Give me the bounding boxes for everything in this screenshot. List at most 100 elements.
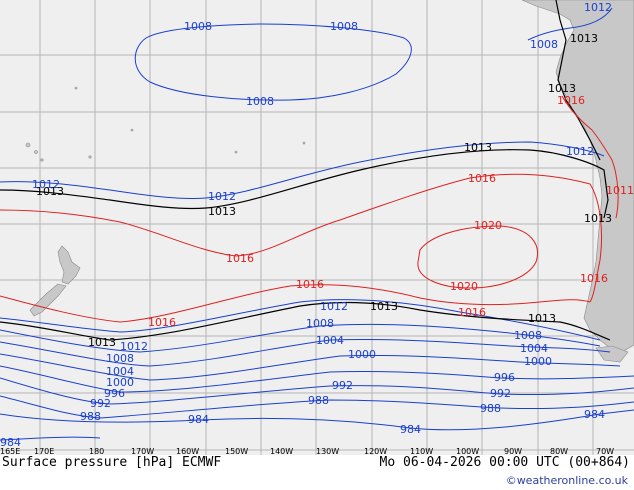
label-984: 984 [188, 413, 209, 426]
island [40, 158, 44, 162]
label-984: 984 [400, 423, 421, 436]
island [234, 150, 238, 154]
label-1000: 1000 [348, 348, 376, 361]
tick-label: 120W [364, 447, 387, 455]
label-1008: 1008 [246, 95, 274, 108]
label-992: 992 [490, 387, 511, 400]
label-1012: 1012 [320, 300, 348, 313]
isobar-1008-closed [134, 23, 412, 101]
south-america-landmass [521, 0, 634, 353]
tick-label: 80W [550, 447, 568, 455]
new-zealand-north-island [57, 245, 81, 285]
tick-label: 170E [34, 447, 54, 455]
isobar-1012-north [0, 141, 605, 200]
tick-label: 180 [89, 447, 104, 455]
isobars-1013 [0, 0, 611, 341]
label-1008: 1008 [530, 38, 558, 51]
isobar-996 [0, 365, 634, 393]
label-1013: 1013 [464, 141, 492, 154]
label-1013: 1013 [548, 82, 576, 95]
tick-label: 140W [270, 447, 293, 455]
label-1000: 1000 [106, 376, 134, 389]
label-1004: 1004 [520, 342, 548, 355]
isobar-1016-band [0, 173, 603, 303]
label-1013: 1013 [584, 212, 612, 225]
label-1013: 1013 [36, 185, 64, 198]
label-996: 996 [104, 387, 125, 400]
label-1011: 1011 [606, 184, 634, 197]
label-1008: 1008 [106, 352, 134, 365]
tick-label: 90W [504, 447, 522, 455]
label-1013: 1013 [570, 32, 598, 45]
label-984: 984 [584, 408, 605, 421]
isobar-1004 [0, 338, 611, 367]
label-1012: 1012 [566, 145, 594, 158]
isobar-1013-coast [555, 0, 601, 161]
island [34, 150, 38, 154]
isobar-1013-north [0, 149, 609, 219]
label-1008: 1008 [184, 20, 212, 33]
tick-label: 70W [596, 447, 614, 455]
isobar-988 [0, 395, 634, 419]
label-1004: 1004 [316, 334, 344, 347]
tick-label: 165E [0, 447, 20, 455]
isobar-1000 [0, 353, 621, 381]
label-1016: 1016 [580, 272, 608, 285]
label-1016: 1016 [226, 252, 254, 265]
label-1008: 1008 [514, 329, 542, 342]
credit-link[interactable]: ©weatheronline.co.uk [505, 474, 628, 487]
label-996: 996 [494, 371, 515, 384]
tick-label: 170W [131, 447, 154, 455]
label-1020: 1020 [474, 219, 502, 232]
label-1000: 1000 [524, 355, 552, 368]
pressure-map: 1008 1008 1008 1008 1012 1012 1012 1012 … [0, 0, 634, 455]
island [74, 86, 78, 90]
tick-label: 100W [456, 447, 479, 455]
isobar-984 [0, 409, 634, 431]
label-1008: 1008 [306, 317, 334, 330]
island [302, 141, 306, 145]
label-1020: 1020 [450, 280, 478, 293]
tick-label: 130W [316, 447, 339, 455]
label-1016: 1016 [296, 278, 324, 291]
label-1016: 1016 [458, 306, 486, 319]
tierra-del-fuego [595, 345, 629, 363]
label-1012: 1012 [120, 340, 148, 353]
label-988: 988 [480, 402, 501, 415]
label-1016: 1016 [468, 172, 496, 185]
isobar-992 [0, 377, 634, 405]
tick-label: 110W [410, 447, 433, 455]
isobar-labels: 1008 1008 1008 1008 1012 1012 1012 1012 … [0, 1, 634, 449]
island [88, 155, 92, 159]
isobar-1008-coast [527, 7, 613, 41]
map-canvas: 1008 1008 1008 1008 1012 1012 1012 1012 … [0, 0, 634, 455]
isobar-984-south [0, 436, 101, 441]
new-zealand-south-island [29, 283, 67, 317]
longitude-ticks: 165E 170E 180 170W 160W 150W 140W 130W 1… [0, 447, 614, 455]
graticule [0, 0, 634, 455]
tick-label: 160W [176, 447, 199, 455]
isobar-1016-coast [561, 95, 619, 219]
label-988: 988 [308, 394, 329, 407]
label-984: 984 [0, 436, 21, 449]
label-1012: 1012 [208, 190, 236, 203]
island [130, 128, 134, 132]
product-title: Surface pressure [hPa] ECMWF [2, 455, 222, 470]
label-1012: 1012 [584, 1, 612, 14]
label-988: 988 [80, 410, 101, 423]
label-1004: 1004 [106, 365, 134, 378]
label-1013: 1013 [208, 205, 236, 218]
isobar-1020 [417, 225, 538, 289]
valid-time: Mo 06-04-2026 00:00 UTC (00+864) [379, 455, 630, 470]
label-1016: 1016 [148, 316, 176, 329]
label-1013: 1013 [370, 300, 398, 313]
isobar-1016-south [0, 284, 591, 323]
isobars-high [0, 95, 619, 323]
island [25, 142, 31, 148]
label-992: 992 [90, 397, 111, 410]
label-1016: 1016 [557, 94, 585, 107]
label-1008: 1008 [330, 20, 358, 33]
landmasses [25, 0, 634, 363]
label-1012: 1012 [32, 178, 60, 191]
label-1013: 1013 [528, 312, 556, 325]
